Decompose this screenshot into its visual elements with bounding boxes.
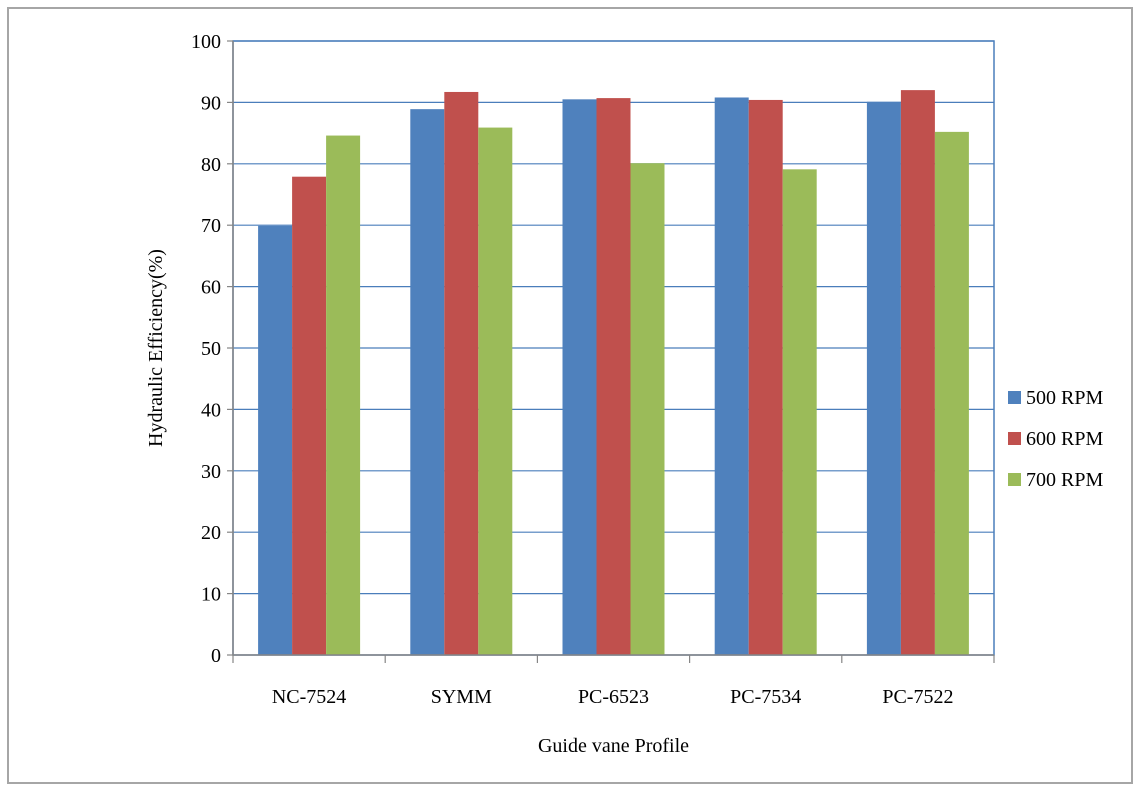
y-tick-label: 50 [201,338,221,360]
legend-swatch [1008,432,1021,445]
legend: 500 RPM 600 RPM 700 RPM [1008,387,1103,491]
y-tick-label: 60 [201,277,221,299]
legend-label: 500 RPM [1026,387,1103,409]
x-category-label: PC-7522 [882,686,953,708]
bar-600-rpm-symm [444,91,479,656]
bar-600-rpm-pc-7522 [900,90,935,656]
legend-label: 700 RPM [1026,469,1103,491]
bar-500-rpm-symm [410,109,445,656]
legend-swatch [1008,473,1021,486]
legend-label: 600 RPM [1026,428,1103,450]
bar-700-rpm-pc-6523 [630,163,665,655]
legend-swatch [1008,391,1021,404]
y-tick-label: 70 [201,215,221,237]
bar-500-rpm-pc-7522 [866,101,901,655]
bar-700-rpm-symm [478,127,513,656]
bar-600-rpm-pc-7534 [748,99,783,656]
y-axis-title: Hydraulic Efficiency(%) [145,249,167,447]
y-tick-label: 90 [201,92,221,114]
y-tick-label: 0 [211,645,221,667]
bars [258,90,969,656]
y-tick-label: 10 [201,584,221,606]
bar-700-rpm-pc-7534 [782,169,817,656]
axes [227,40,995,663]
bar-500-rpm-nc-7524 [258,225,293,655]
y-tick-label: 80 [201,154,221,176]
y-tick-label: 30 [201,461,221,483]
bar-600-rpm-pc-6523 [596,98,631,656]
y-tick-label: 40 [201,399,221,421]
axis-labels: 0 10 20 30 40 50 60 70 80 90 100 NC-7524 SYMM PC-6523… [191,31,953,708]
x-category-label: NC-7524 [272,686,346,708]
y-tick-label: 100 [191,31,221,53]
bar-500-rpm-pc-6523 [562,99,597,655]
bar-700-rpm-nc-7524 [326,135,361,655]
x-category-label: PC-6523 [578,686,649,708]
x-axis-title: Guide vane Profile [538,735,689,757]
bar-500-rpm-pc-7534 [714,97,749,656]
bar-700-rpm-pc-7522 [934,131,969,655]
y-tick-label: 20 [201,522,221,544]
x-category-label: SYMM [431,686,492,708]
x-category-label: PC-7534 [730,686,801,708]
bar-600-rpm-nc-7524 [292,176,327,655]
